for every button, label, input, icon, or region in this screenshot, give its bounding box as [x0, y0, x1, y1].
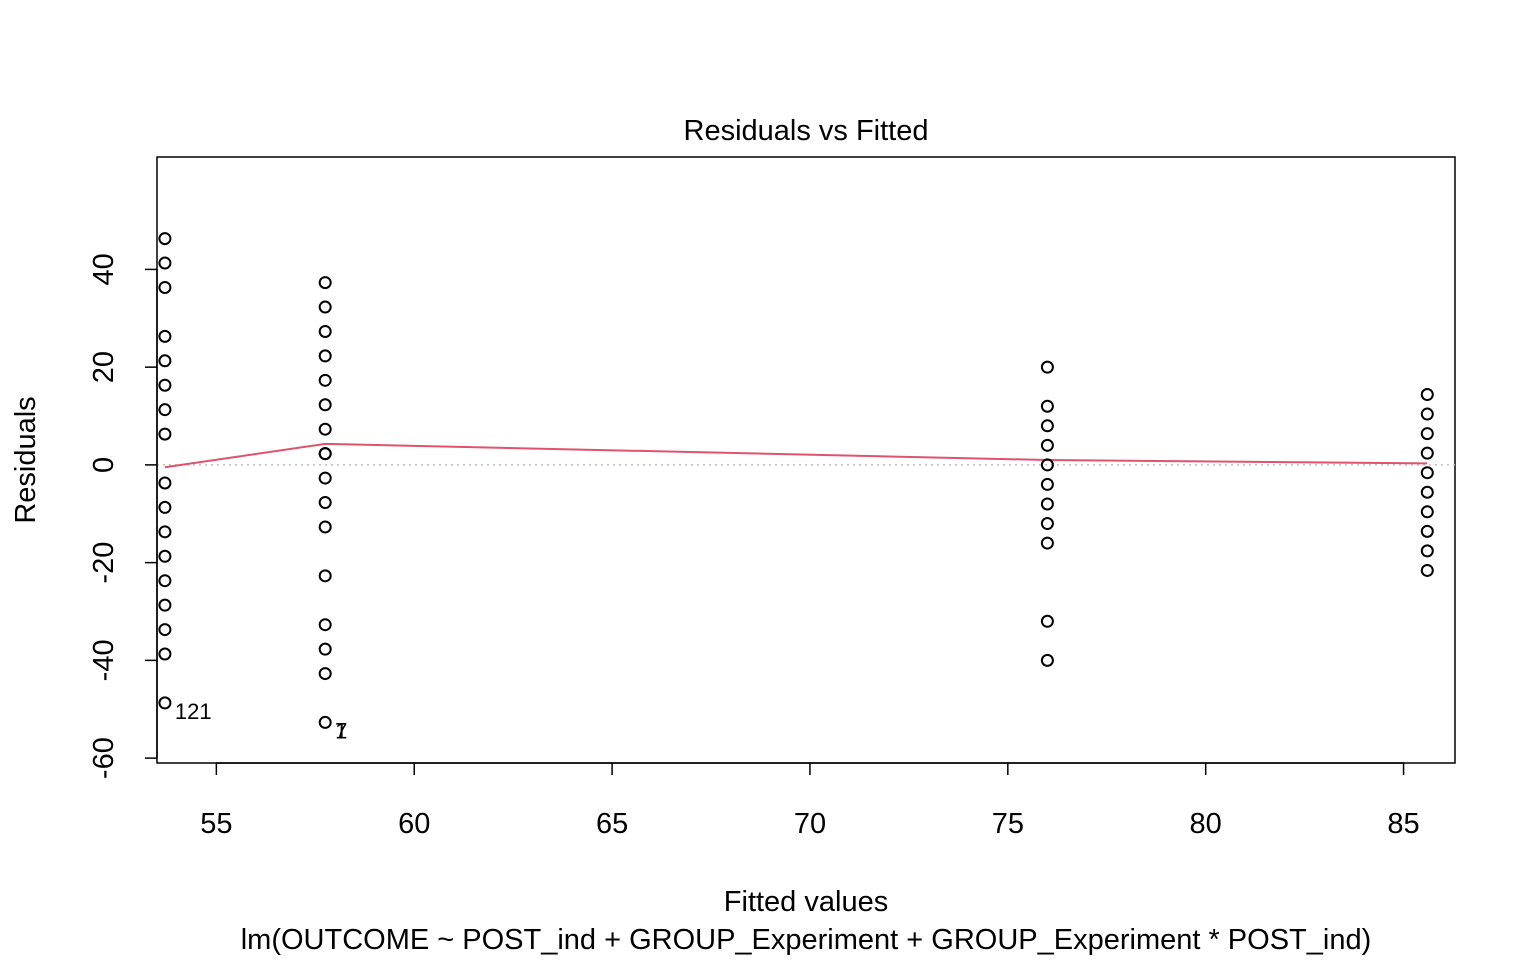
x-tick-label: 65 — [596, 808, 628, 840]
data-point — [158, 378, 172, 392]
chart-title: Residuals vs Fitted — [684, 115, 929, 147]
data-point — [1040, 399, 1054, 413]
x-tick-label: 80 — [1190, 808, 1222, 840]
point-labels-layer: 121 71 — [175, 699, 348, 744]
point-id-label: 7 — [335, 718, 347, 743]
x-tick-label: 85 — [1387, 808, 1419, 840]
data-point — [158, 598, 172, 612]
data-point — [318, 496, 332, 510]
y-tick-label: -20 — [88, 542, 120, 584]
data-point — [1420, 427, 1434, 441]
data-point — [158, 280, 172, 294]
data-point — [318, 324, 332, 338]
data-point — [158, 354, 172, 368]
data-point — [1420, 524, 1434, 538]
data-point — [318, 715, 332, 729]
data-point — [1420, 446, 1434, 460]
data-point — [318, 349, 332, 363]
y-tick-label: 0 — [88, 457, 120, 473]
data-point — [1040, 438, 1054, 452]
data-point — [158, 574, 172, 588]
data-point — [1040, 653, 1054, 667]
point-id-label: 121 — [175, 699, 212, 724]
data-point — [158, 329, 172, 343]
data-point — [318, 618, 332, 632]
x-axis-label: Fitted values — [724, 886, 888, 918]
data-point — [158, 500, 172, 514]
x-tick-label: 60 — [398, 808, 430, 840]
smoother-line — [164, 442, 1428, 469]
data-point — [318, 667, 332, 681]
data-point — [1420, 388, 1434, 402]
data-point — [1040, 458, 1054, 472]
data-point — [1040, 614, 1054, 628]
points-layer — [158, 232, 1434, 729]
data-point — [318, 398, 332, 412]
point-id-label: 1 — [335, 718, 347, 743]
data-point — [158, 256, 172, 270]
data-point — [318, 373, 332, 387]
data-point — [1040, 536, 1054, 550]
data-point — [1040, 477, 1054, 491]
data-point — [318, 642, 332, 656]
smoother-layer — [164, 442, 1428, 469]
data-point — [158, 476, 172, 490]
x-tick-label: 75 — [992, 808, 1024, 840]
y-axis: -60 -40 -20 0 20 40 — [88, 253, 158, 779]
data-point — [1420, 505, 1434, 519]
x-tick-label: 55 — [200, 808, 232, 840]
data-point — [158, 647, 172, 661]
data-point — [158, 623, 172, 637]
data-point — [318, 300, 332, 314]
data-point — [1420, 407, 1434, 421]
data-point — [1420, 485, 1434, 499]
y-tick-label: 20 — [88, 351, 120, 383]
plot-frame — [156, 156, 1456, 764]
data-point — [1420, 563, 1434, 577]
model-formula-subtitle: lm(OUTCOME ~ POST_ind + GROUP_Experiment… — [241, 924, 1372, 956]
y-tick-label: 40 — [88, 253, 120, 285]
data-point — [1420, 466, 1434, 480]
data-point — [1040, 517, 1054, 531]
data-point — [1040, 497, 1054, 511]
data-point — [1420, 544, 1434, 558]
data-point — [158, 549, 172, 563]
x-tick-label: 70 — [794, 808, 826, 840]
data-point — [318, 471, 332, 485]
data-point — [318, 422, 332, 436]
data-point — [1040, 419, 1054, 433]
data-point — [158, 427, 172, 441]
data-point — [158, 403, 172, 417]
x-axis: 55 60 65 70 75 80 85 — [200, 762, 1420, 840]
data-point — [158, 525, 172, 539]
y-tick-label: -40 — [88, 639, 120, 681]
y-tick-label: -60 — [88, 737, 120, 779]
y-axis-label: Residuals — [10, 396, 42, 523]
data-point — [318, 276, 332, 290]
data-point — [318, 447, 332, 461]
data-point — [318, 520, 332, 534]
data-point — [318, 569, 332, 583]
data-point — [158, 232, 172, 246]
data-point — [1040, 360, 1054, 374]
data-point — [158, 696, 172, 710]
